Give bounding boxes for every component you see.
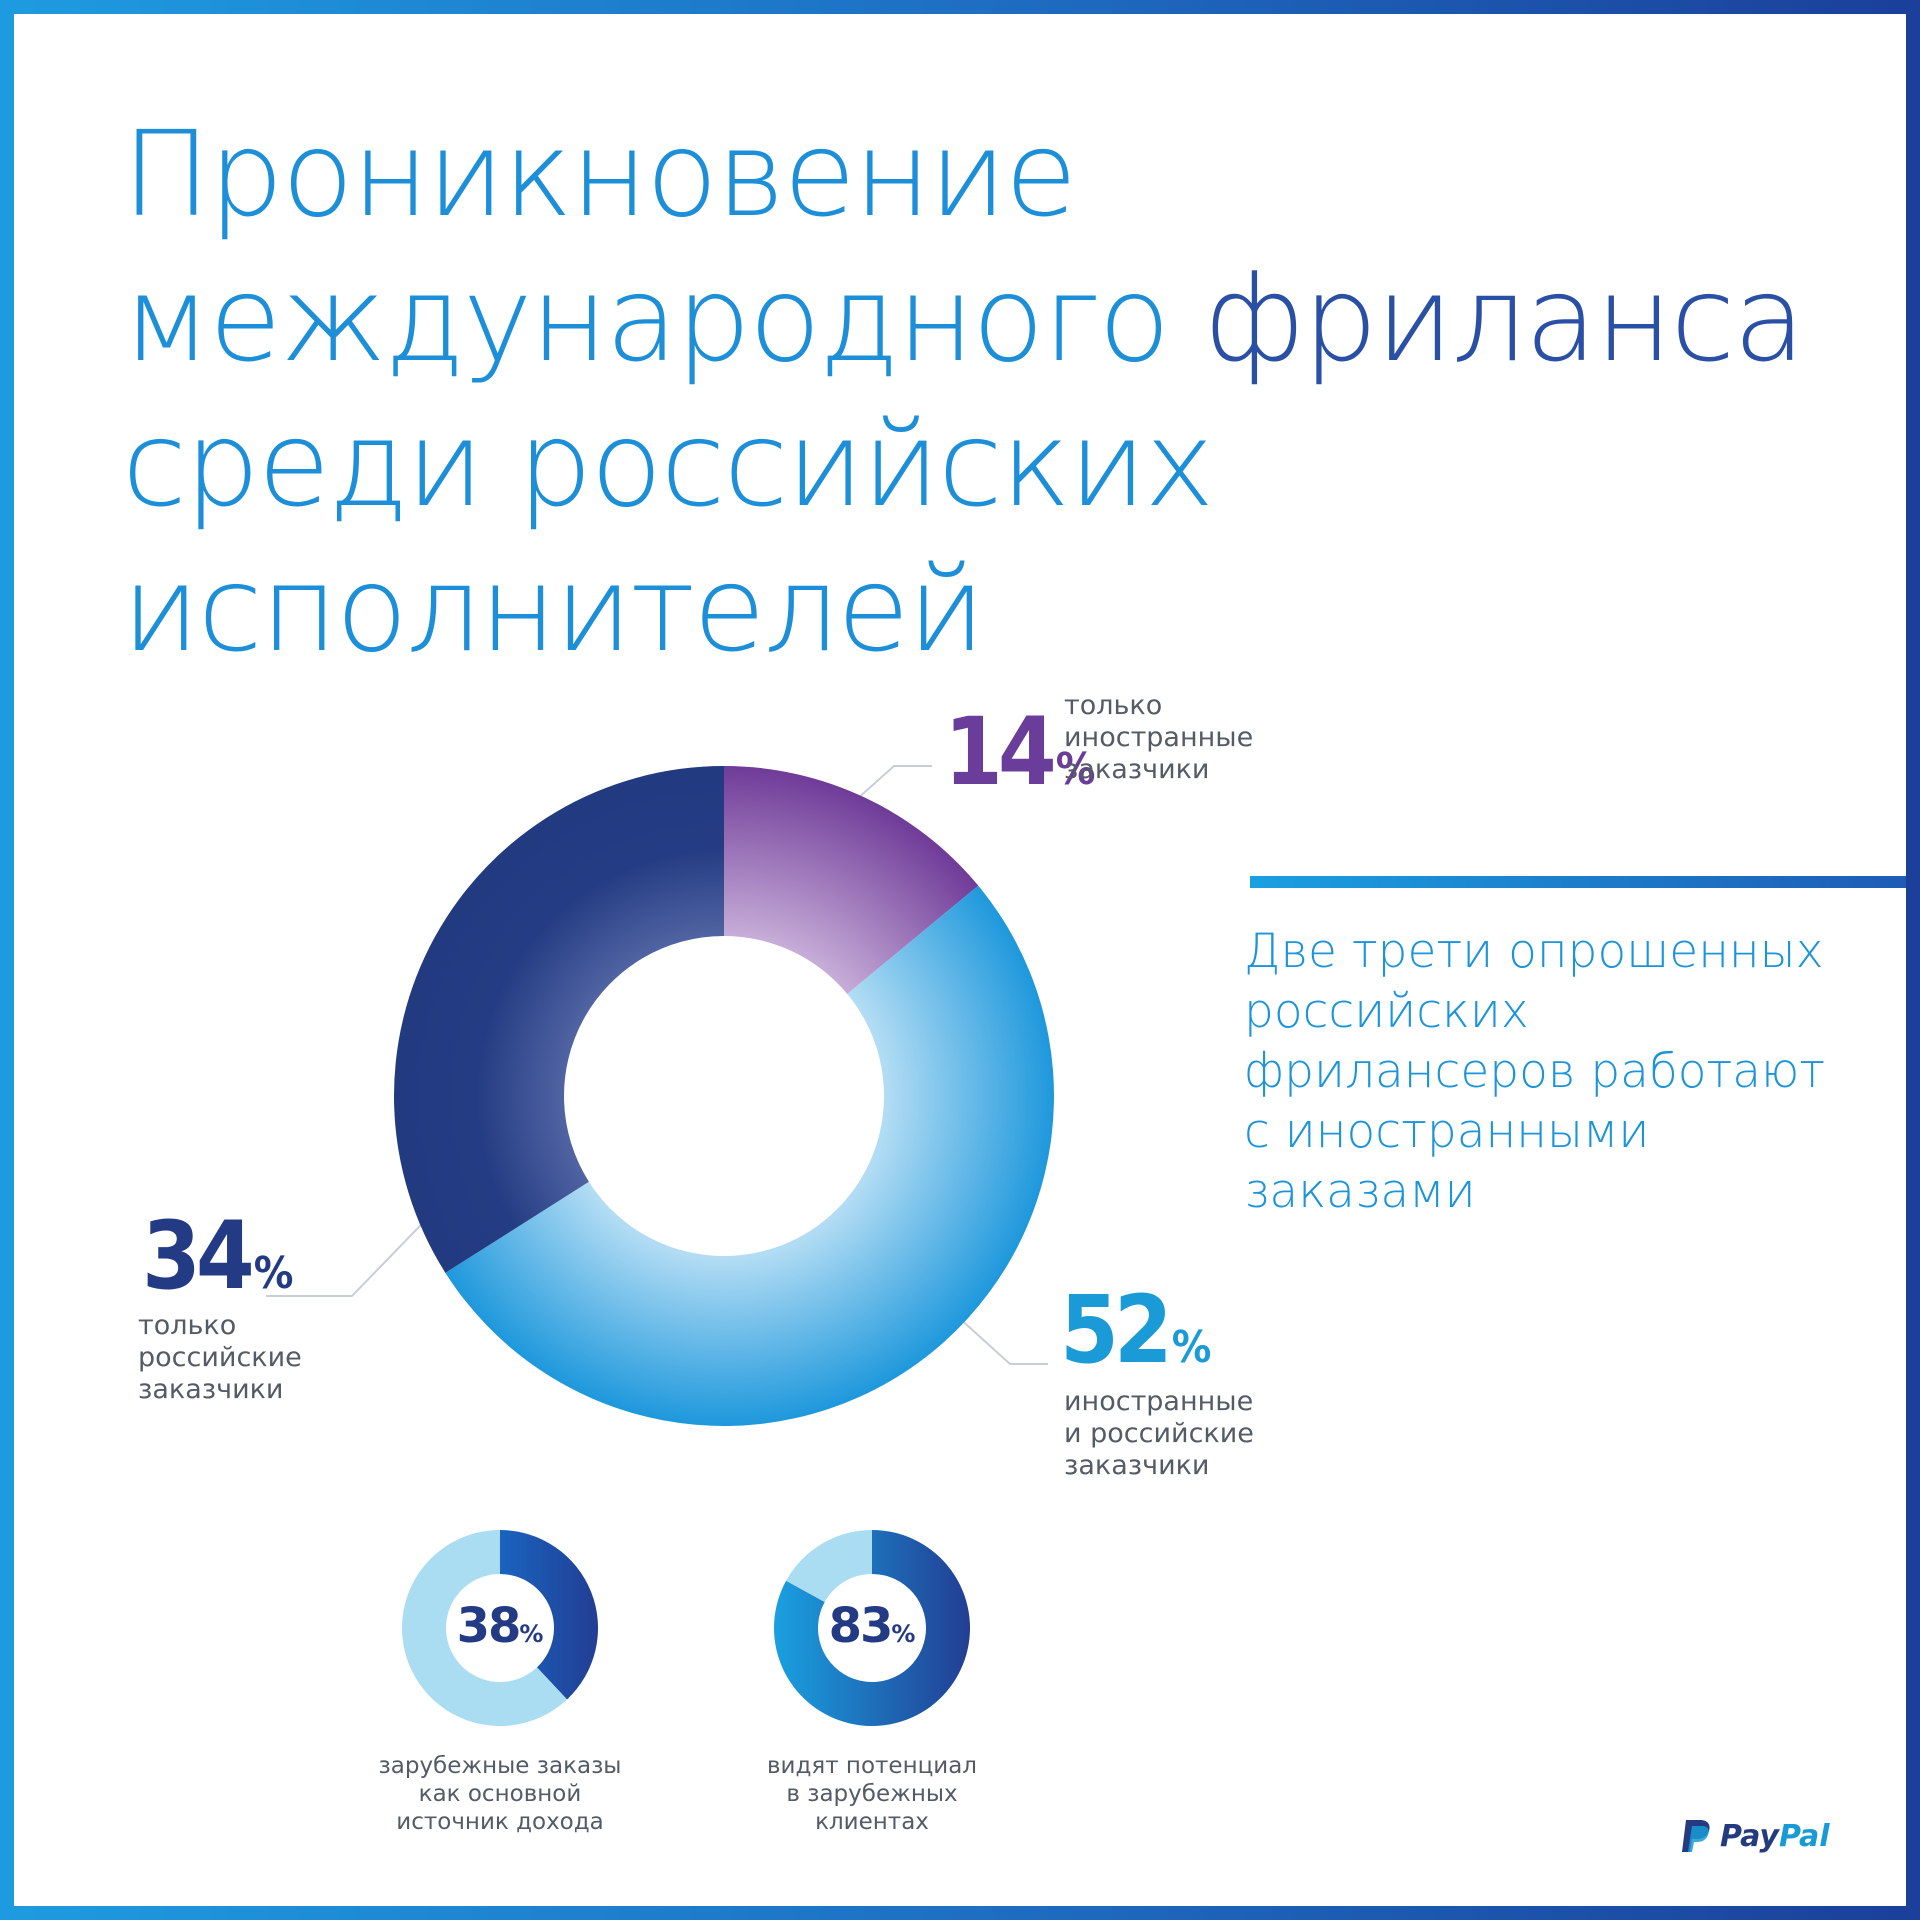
label-line: только <box>138 1310 237 1341</box>
statement-line: Две трети опрошенных <box>1244 924 1824 979</box>
label-line: иностранные <box>1064 1386 1254 1417</box>
title-line-3: среди российских <box>122 395 1214 533</box>
label-line: иностранные <box>1064 722 1254 753</box>
divider-bar <box>1250 876 1906 888</box>
title-line-4: исполнителей <box>122 540 985 678</box>
slice-remainder <box>786 1530 872 1602</box>
slice-value <box>774 1530 970 1726</box>
category-label-both: иностранные и российские заказчики <box>1064 1386 1254 1482</box>
label-line: российские <box>138 1342 302 1373</box>
mini-donut-potential <box>774 1530 970 1726</box>
paypal-wordmark-pay: Pay <box>1720 1818 1779 1854</box>
statement-line: с иностранными <box>1244 1104 1650 1159</box>
infographic-card: Проникновение международного фриланса ср… <box>14 14 1906 1906</box>
paypal-p-icon <box>1682 1820 1710 1852</box>
value-foreign: 14 <box>944 698 1057 807</box>
value-both: 52 <box>1060 1276 1173 1385</box>
label-line: и российские <box>1064 1418 1254 1449</box>
percent-sign: % <box>1171 1322 1212 1373</box>
value-label-russian: 34% <box>142 1202 293 1311</box>
mini-value: 83 <box>828 1598 894 1654</box>
mini-caption-income: зарубежные заказы как основной источник … <box>350 1752 650 1836</box>
paypal-wordmark: PayPal <box>1720 1819 1830 1854</box>
statement-line: фрилансеров работают <box>1244 1044 1826 1099</box>
caption-line: зарубежные заказы <box>378 1753 622 1779</box>
mini-caption-potential: видят потенциал в зарубежных клиентах <box>722 1752 1022 1836</box>
label-line: заказчики <box>1064 1450 1210 1481</box>
statement-line: российских <box>1244 984 1529 1039</box>
percent-sign: % <box>253 1248 294 1299</box>
leader-line-russian <box>266 1195 450 1297</box>
mini-value-potential: 83% <box>812 1598 932 1654</box>
caption-line: клиентах <box>815 1809 929 1835</box>
slice-value <box>500 1530 598 1700</box>
mini-donut-income <box>401 1530 598 1726</box>
caption-line: видят потенциал <box>766 1753 978 1779</box>
value-label-both: 52% <box>1060 1276 1211 1385</box>
title-line-1: Проникновение <box>122 105 1077 243</box>
main-slices <box>394 766 1054 1426</box>
title-line-2a: международного <box>122 250 1171 388</box>
title-line-2: международного фриланса <box>122 247 1806 392</box>
category-label-russian: только российские заказчики <box>138 1310 302 1406</box>
title-line-2b: фриланса <box>1204 250 1806 388</box>
statement-line: заказами <box>1244 1164 1476 1219</box>
value-label-foreign: 14% <box>944 698 1095 807</box>
donut-chart-main <box>394 766 1054 1426</box>
mini-slices <box>401 1530 598 1726</box>
caption-line: как основной <box>418 1781 582 1807</box>
page-title: Проникновение международного фриланса ср… <box>122 102 1806 682</box>
slice-remainder <box>401 1530 568 1726</box>
paypal-logo: PayPal <box>1680 1818 1830 1854</box>
label-line: только <box>1064 690 1163 721</box>
percent-sign: % <box>1055 744 1096 795</box>
value-russian: 34 <box>142 1202 255 1311</box>
caption-line: в зарубежных <box>786 1781 958 1807</box>
caption-line: источник дохода <box>396 1809 604 1835</box>
label-line: заказчики <box>1064 754 1210 785</box>
mini-value-income: 38% <box>440 1598 560 1654</box>
side-statement: Две трети опрошенных российских фрилансе… <box>1244 922 1884 1222</box>
label-line: заказчики <box>138 1374 284 1405</box>
slice-russian-only <box>394 766 724 1273</box>
slice-foreign-and-russian <box>445 885 1054 1426</box>
slice-foreign-only <box>724 766 979 995</box>
percent-sign: % <box>891 1620 916 1648</box>
percent-sign: % <box>519 1620 544 1648</box>
mini-value: 38 <box>456 1598 522 1654</box>
paypal-wordmark-pal: Pal <box>1778 1818 1830 1854</box>
mini-slices <box>774 1530 970 1726</box>
category-label-foreign: только иностранные заказчики <box>1064 690 1253 786</box>
